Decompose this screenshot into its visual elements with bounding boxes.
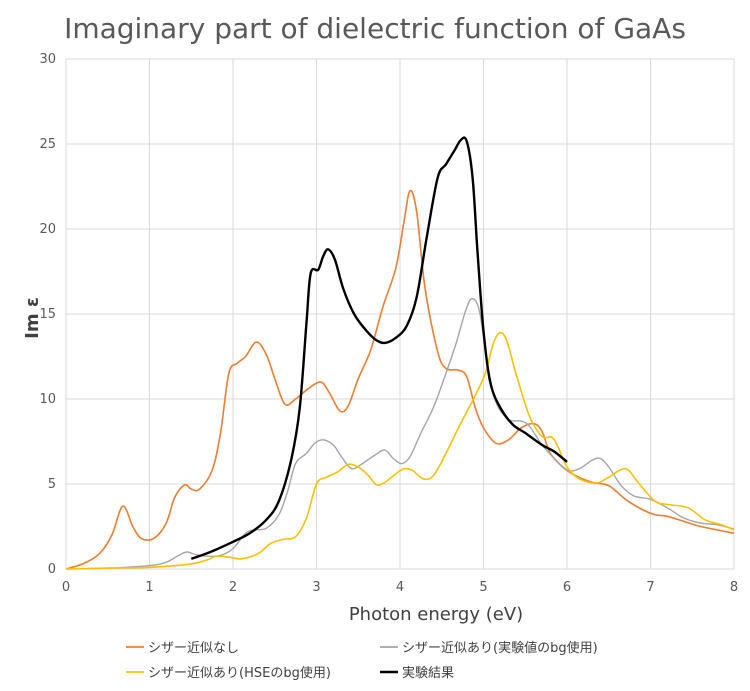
x-tick-label: 7 [646,580,654,595]
x-tick-labels: 0 1 2 3 4 5 6 7 8 [62,580,738,595]
gridlines [65,58,735,570]
legend-no-scissor: シザー近似なし [126,641,239,656]
x-tick-label: 0 [62,580,70,595]
x-tick-label: 5 [479,580,487,595]
x-tick-label: 3 [312,580,320,595]
series-lines [65,136,735,570]
x-tick-label: 6 [563,580,571,595]
series-scissor-exp-bg-line [65,297,735,570]
legend-label: シザー近似なし [148,641,239,656]
y-tick-label: 25 [39,137,56,152]
series-experiment-line [190,136,568,560]
legend-label: シザー近似あり(実験値のbg使用) [402,640,598,656]
y-tick-label: 10 [39,392,56,407]
x-tick-label: 1 [145,580,153,595]
y-tick-label: 0 [48,562,56,577]
y-tick-labels: 0 5 10 15 20 25 30 [39,52,56,577]
legend-label: 実験結果 [402,665,454,681]
x-tick-label: 4 [396,580,404,595]
y-tick-label: 20 [39,222,56,237]
x-tick-label: 2 [229,580,237,595]
legend-scissor-exp-bg: シザー近似あり(実験値のbg使用) [380,640,598,656]
legend-experiment: 実験結果 [380,665,454,681]
y-tick-label: 15 [39,307,56,322]
legend: シザー近似なし シザー近似あり(実験値のbg使用) シザー近似あり(HSEのbg使用… [126,640,598,681]
x-axis-label: Photon energy (eV) [349,604,523,625]
legend-label: シザー近似あり(HSEのbg使用) [148,665,331,681]
series-scissor-hse-bg-line [65,331,735,570]
legend-scissor-hse-bg: シザー近似あり(HSEのbg使用) [126,665,331,681]
y-tick-label: 5 [48,477,56,492]
y-axis-label: Im ε [22,297,43,339]
y-tick-label: 30 [39,52,56,67]
chart-title: Imaginary part of dielectric function of… [64,12,686,45]
x-tick-label: 8 [730,580,738,595]
